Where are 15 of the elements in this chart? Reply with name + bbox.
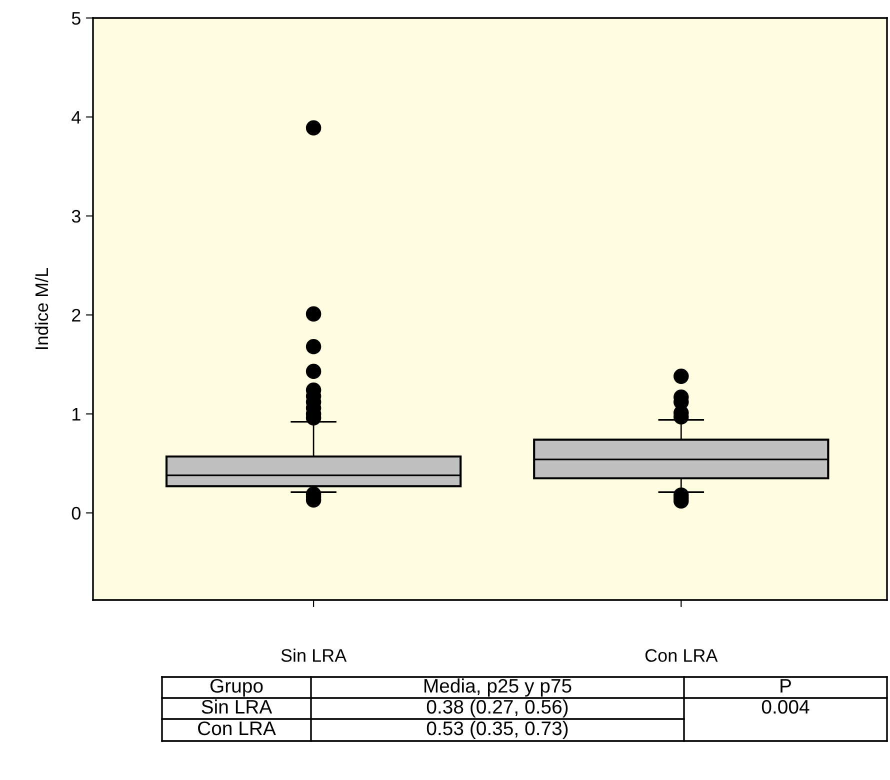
y-tick-label: 2 — [72, 308, 80, 322]
y-axis-title: Indice M/L — [34, 268, 48, 349]
y-tick-label: 0 — [72, 506, 80, 520]
text: 0.004 — [762, 700, 810, 714]
y-tick-label: 4 — [72, 111, 81, 124]
text: Grupo — [210, 678, 263, 697]
text: Sin LRA — [202, 699, 272, 714]
text: 0.53 (0.35, 0.73) — [426, 720, 568, 740]
text: P — [780, 679, 791, 693]
text: Con LRA — [198, 721, 276, 736]
text: Media, p25 y p75 — [424, 678, 572, 697]
y-tick-label: 3 — [72, 210, 80, 223]
y-tick-label: 5 — [72, 12, 80, 25]
text: 0.38 (0.27, 0.56) — [426, 699, 568, 718]
y-tick-label: 1 — [72, 408, 80, 420]
